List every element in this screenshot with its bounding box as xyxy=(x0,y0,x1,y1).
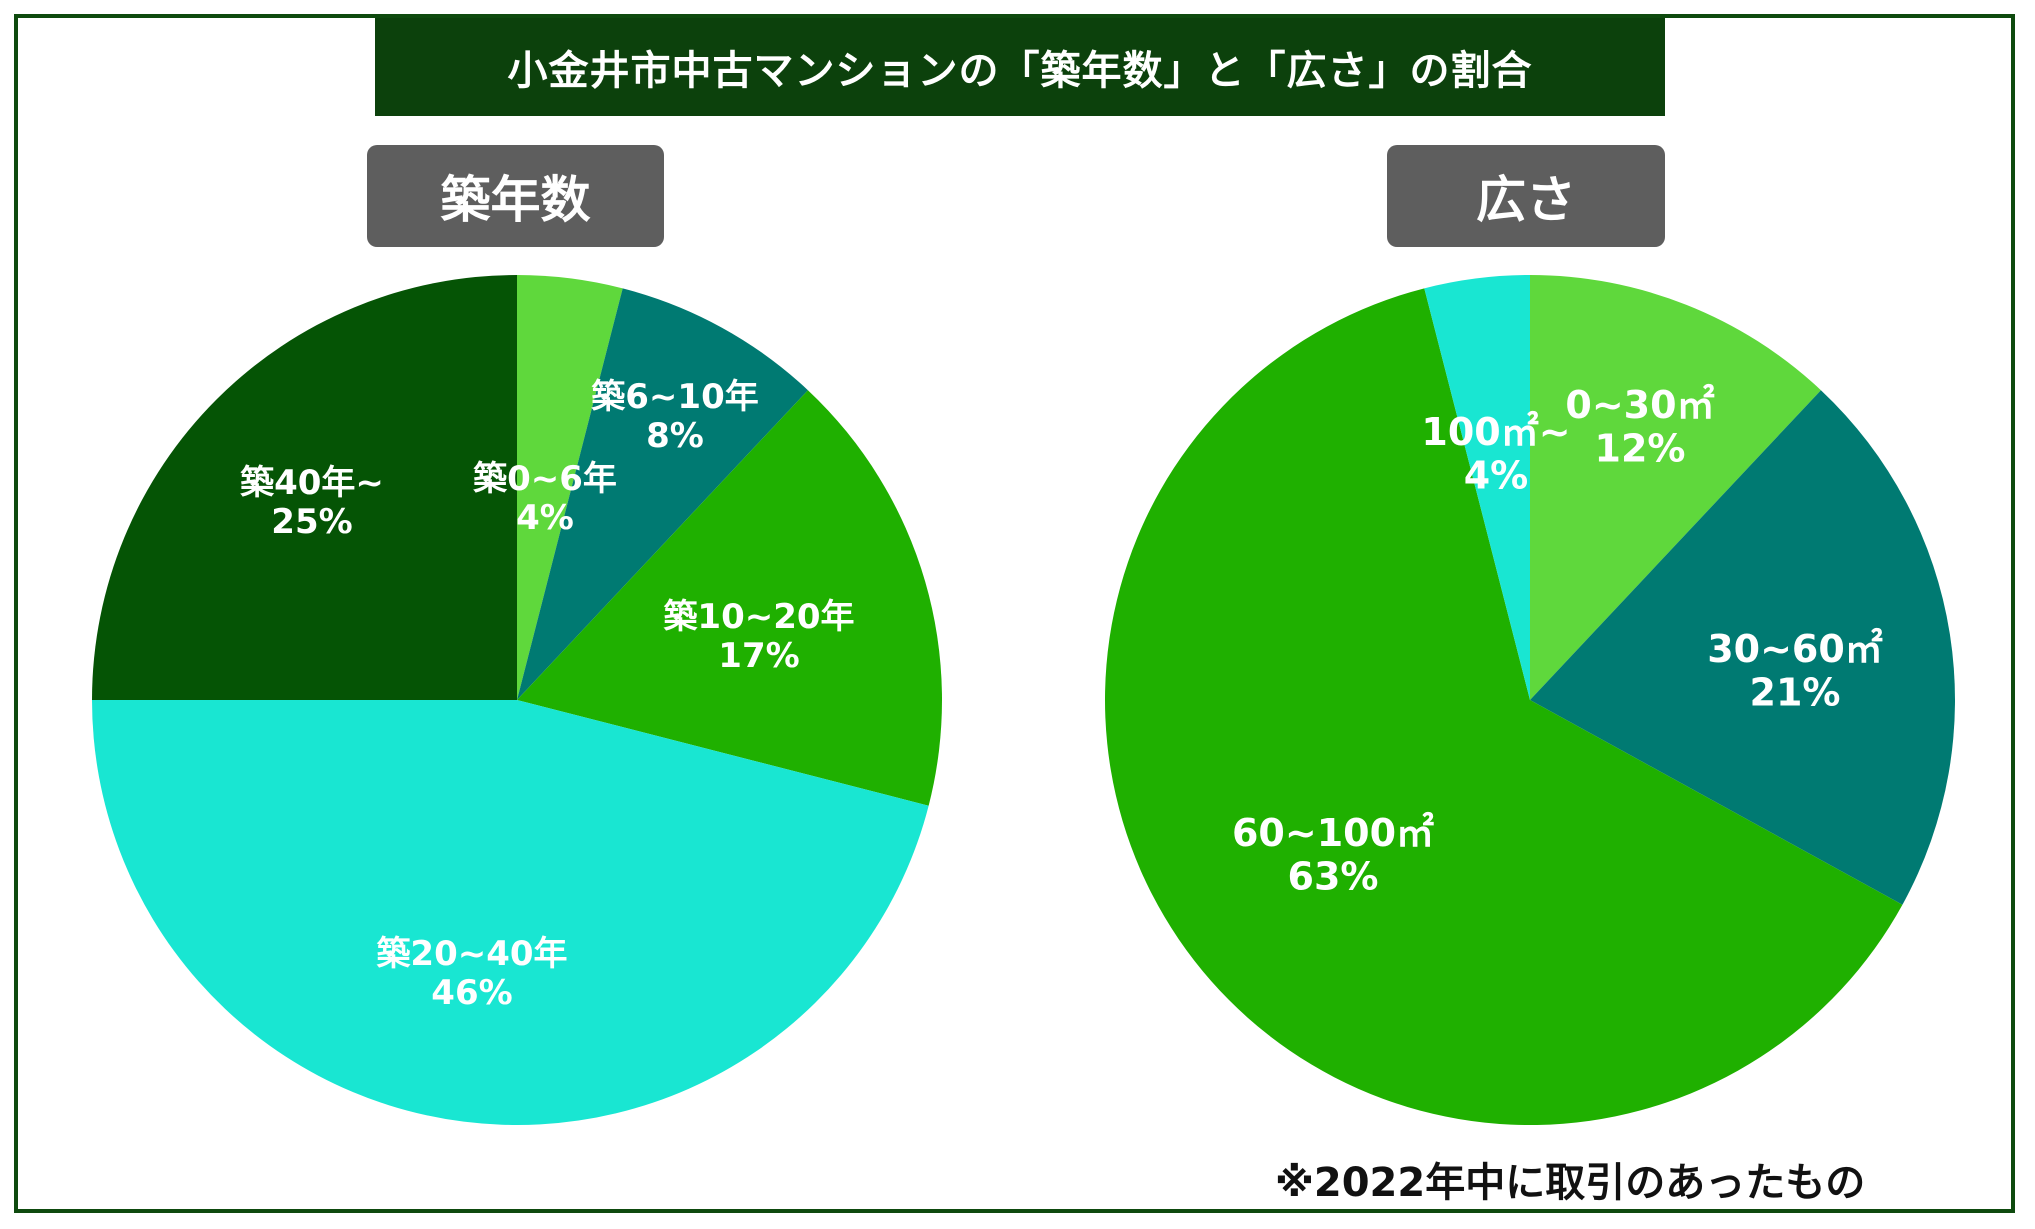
slice-label: 築20~40年 xyxy=(375,934,567,974)
pie-slice xyxy=(517,390,942,806)
pie-slice xyxy=(92,700,929,1125)
slice-percent-label: 12% xyxy=(1595,427,1686,471)
pie-slice xyxy=(1424,275,1530,700)
pie-slice xyxy=(1530,275,1821,700)
pie-slice xyxy=(92,275,517,700)
slice-label: 築40年~ xyxy=(239,463,384,503)
slice-percent-label: 17% xyxy=(718,636,799,676)
slice-label: 0~30㎡ xyxy=(1565,383,1714,427)
footnote: ※2022年中に取引のあったもの xyxy=(1275,1160,1866,1206)
slice-percent-label: 4% xyxy=(1464,454,1529,498)
slice-percent-label: 8% xyxy=(646,416,704,456)
chart-title-age: 築年数 xyxy=(367,145,664,247)
slice-percent-label: 25% xyxy=(271,502,352,542)
slice-label: 100㎡~ xyxy=(1421,410,1570,454)
pie-slice xyxy=(517,275,623,700)
slice-label: 築10~20年 xyxy=(662,597,854,637)
chart-title-area: 広さ xyxy=(1387,145,1665,247)
page-title: 小金井市中古マンションの「築年数」と「広さ」の割合 xyxy=(375,18,1665,116)
slice-label: 築0~6年 xyxy=(472,459,617,499)
slice-label: 60~100㎡ xyxy=(1232,811,1434,855)
slice-label: 30~60㎡ xyxy=(1707,627,1883,671)
pie-slice xyxy=(517,288,808,700)
pie-slice xyxy=(1104,288,1903,1125)
pie-slice xyxy=(1530,390,1955,905)
slice-percent-label: 63% xyxy=(1288,855,1379,899)
outer-frame xyxy=(14,14,2015,1213)
slice-label: 築6~10年 xyxy=(590,377,758,417)
slice-percent-label: 21% xyxy=(1750,671,1841,715)
slice-percent-label: 46% xyxy=(431,973,512,1013)
slice-percent-label: 4% xyxy=(516,498,574,538)
